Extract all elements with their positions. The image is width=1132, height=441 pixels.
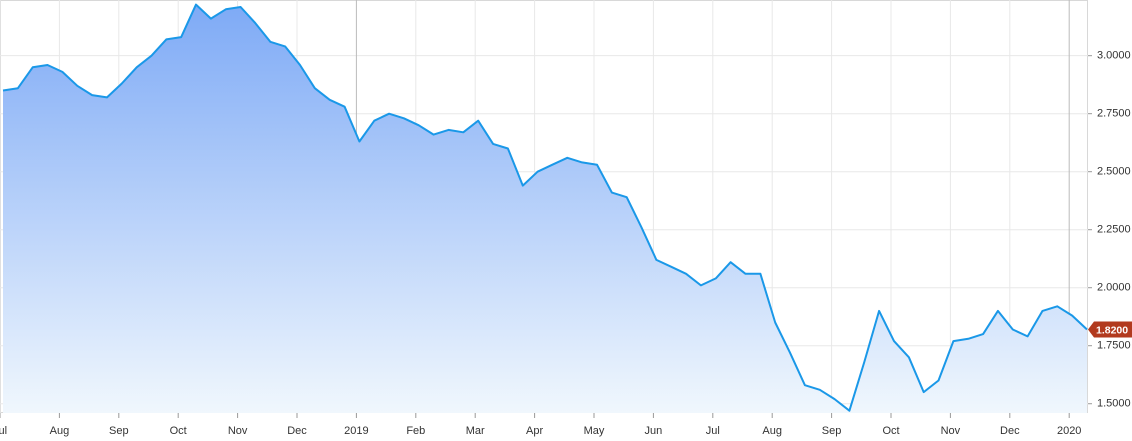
y-tick-label: 1.7500 xyxy=(1097,340,1131,352)
x-tick-label: Mar xyxy=(466,425,485,437)
x-tick-label: Feb xyxy=(406,425,425,437)
y-tick-label: 2.5000 xyxy=(1097,166,1131,178)
area-fill xyxy=(3,4,1088,413)
x-tick-label: Dec xyxy=(1000,425,1020,437)
y-tick-label: 3.0000 xyxy=(1097,50,1131,62)
x-tick-label: 2019 xyxy=(344,425,368,437)
x-tick-label: 2020 xyxy=(1057,425,1081,437)
x-tick-label: Nov xyxy=(941,425,961,437)
y-tick-label: 2.7500 xyxy=(1097,108,1131,120)
y-tick-label: 2.0000 xyxy=(1097,282,1131,294)
x-tick-label: Nov xyxy=(228,425,248,437)
x-tick-label: Oct xyxy=(170,425,187,437)
last-value-badge xyxy=(1088,321,1132,338)
x-tick-label: Sep xyxy=(109,425,129,437)
x-tick-label: Aug xyxy=(762,425,782,437)
x-tick-label: May xyxy=(584,425,605,437)
x-tick-label: Aug xyxy=(50,425,70,437)
last-value-label: 1.8200 xyxy=(1096,324,1128,336)
series-line xyxy=(2,3,1088,412)
x-tick-label: Jul xyxy=(706,425,720,437)
x-tick-label: Jul xyxy=(0,425,7,437)
x-tick-label: Sep xyxy=(822,425,842,437)
x-tick-label: Jun xyxy=(645,425,663,437)
y-tick-label: 1.5000 xyxy=(1097,398,1131,410)
x-tick-label: Dec xyxy=(287,425,307,437)
x-tick-label: Oct xyxy=(882,425,899,437)
y-tick-label: 2.2500 xyxy=(1097,224,1131,236)
x-tick-label: Apr xyxy=(526,425,543,437)
